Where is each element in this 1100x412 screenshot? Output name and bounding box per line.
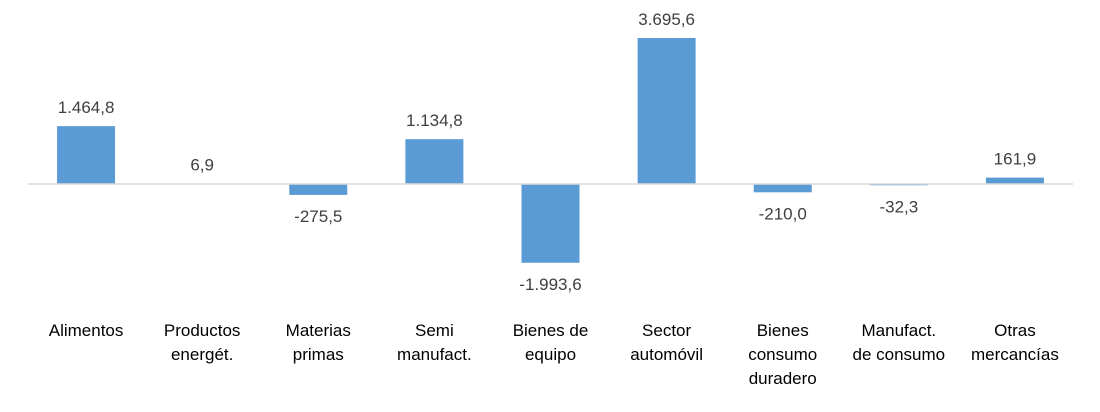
category-label-line: Materias (286, 321, 351, 340)
bar-6 (753, 184, 812, 193)
category-label-line: Alimentos (49, 321, 124, 340)
category-label-line: Otras (994, 321, 1036, 340)
category-label-line: primas (293, 345, 344, 364)
value-label-2: -275,5 (294, 207, 342, 226)
category-label-line: Bienes (757, 321, 809, 340)
category-label-line: equipo (525, 345, 576, 364)
category-label-5: Sector automóvil (630, 321, 703, 364)
value-label-8: 161,9 (994, 150, 1037, 169)
value-label-3: 1.134,8 (406, 111, 463, 130)
value-labels-group: 1.464,8 6,9 -275,5 1.134,8 -1.993,6 3.695,6 -2… (58, 10, 1037, 294)
bar-2 (289, 184, 348, 195)
bar-5 (637, 38, 696, 184)
category-label-line: duradero (749, 369, 817, 388)
category-label-line: Semi (415, 321, 454, 340)
bar-4 (521, 184, 580, 263)
category-label-3: Semi manufact. (397, 321, 472, 364)
category-label-line: Manufact. (862, 321, 937, 340)
category-label-line: energét. (171, 345, 233, 364)
category-label-line: Bienes de (513, 321, 589, 340)
category-label-line: de consumo (853, 345, 946, 364)
category-label-line: manufact. (397, 345, 472, 364)
category-label-6: Bienes consumo duradero (748, 321, 817, 388)
bars-group (57, 38, 1044, 263)
bar-3 (405, 139, 464, 184)
category-label-2: Materias primas (286, 321, 351, 364)
category-label-7: Manufact. de consumo (853, 321, 946, 364)
category-label-8: Otras mercancías (971, 321, 1059, 364)
value-label-5: 3.695,6 (638, 10, 695, 29)
value-label-4: -1.993,6 (519, 275, 581, 294)
category-labels-group: Alimentos Productos energét. Materias primas… (49, 321, 1059, 388)
value-label-7: -32,3 (879, 197, 918, 216)
value-label-6: -210,0 (759, 204, 807, 223)
category-label-0: Alimentos (49, 321, 124, 340)
category-label-line: consumo (748, 345, 817, 364)
category-label-1: Productos energét. (164, 321, 241, 364)
category-label-4: Bienes de equipo (513, 321, 589, 364)
bar-8 (985, 177, 1044, 184)
category-label-line: automóvil (630, 345, 703, 364)
value-label-0: 1.464,8 (58, 98, 115, 117)
category-label-line: Productos (164, 321, 241, 340)
bar-0 (57, 126, 116, 184)
category-label-line: Sector (642, 321, 691, 340)
category-label-line: mercancías (971, 345, 1059, 364)
value-label-1: 6,9 (190, 156, 214, 175)
